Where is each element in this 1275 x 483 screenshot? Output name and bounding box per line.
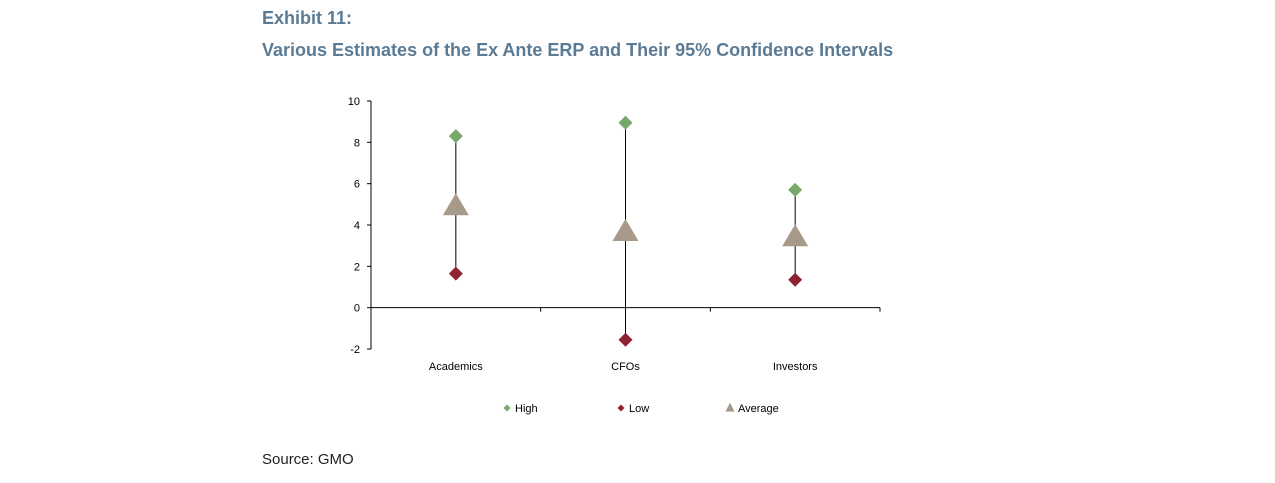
- x-category-label: Investors: [773, 361, 818, 373]
- average-point: [442, 193, 469, 216]
- legend-marker-high: [503, 404, 511, 412]
- y-tick-label: 6: [354, 179, 360, 191]
- low-point: [618, 332, 633, 347]
- legend: High Low Average: [503, 402, 779, 415]
- chart-title: Various Estimates of the Ex Ante ERP and…: [262, 40, 894, 60]
- x-category-label: CFOs: [611, 361, 640, 373]
- source-note: Source: GMO: [262, 451, 354, 468]
- legend-label-low: Low: [629, 403, 649, 415]
- average-point: [612, 219, 639, 242]
- y-tick-label: 8: [354, 137, 360, 149]
- chart-axes: 10 8 6 4 2 0 -2 Academics CFOs Investors: [348, 96, 881, 373]
- exhibit-label: Exhibit 11:: [262, 8, 353, 28]
- y-tick-label: 0: [354, 303, 360, 315]
- y-tick-label: 2: [354, 261, 360, 273]
- legend-marker-average: [725, 402, 735, 412]
- high-point: [448, 129, 463, 144]
- x-category-label: Academics: [429, 361, 483, 373]
- low-point: [448, 266, 463, 281]
- y-tick-label: 10: [348, 96, 360, 108]
- high-point: [788, 182, 803, 197]
- legend-marker-low: [617, 404, 625, 412]
- average-point: [782, 224, 809, 247]
- high-point: [618, 115, 633, 130]
- legend-label-high: High: [515, 403, 538, 415]
- low-point: [788, 272, 803, 287]
- y-tick-label: 4: [354, 220, 360, 232]
- y-tick-label: -2: [350, 344, 360, 356]
- legend-label-average: Average: [738, 403, 779, 415]
- data-points: [442, 115, 809, 347]
